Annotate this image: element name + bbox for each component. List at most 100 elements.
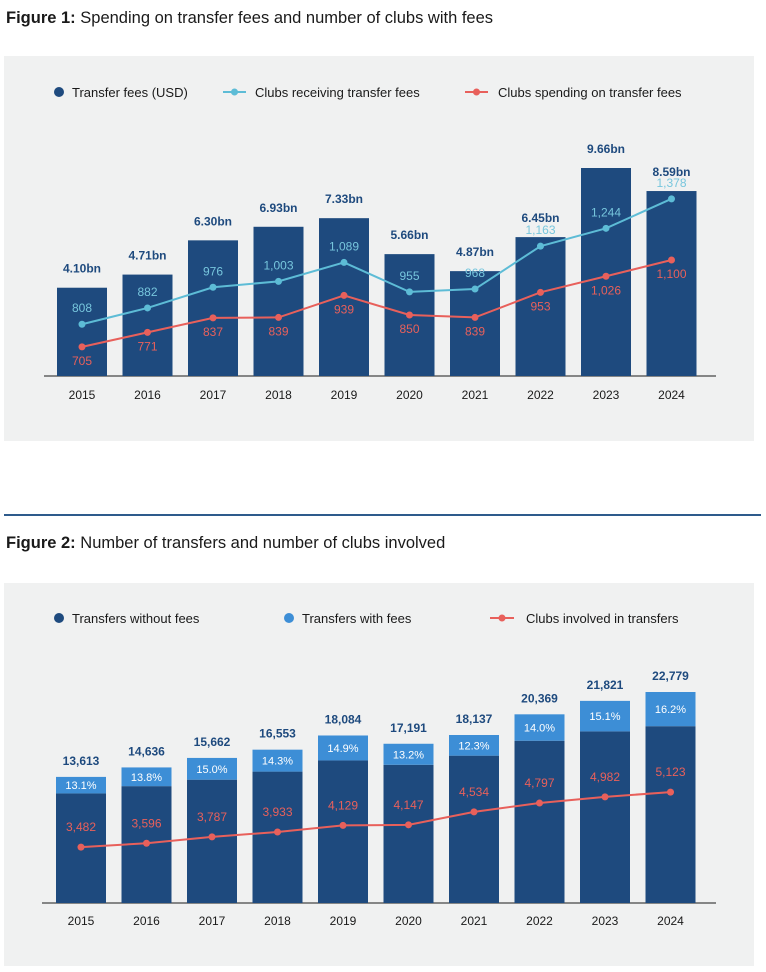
bar-transfers-with-fees: [56, 776, 106, 794]
total-transfers-label: 20,369: [521, 691, 558, 705]
point-clubs-spending: [78, 343, 86, 351]
bar-transfers-without-fees: [252, 771, 303, 903]
point-clubs-receiving: [144, 304, 151, 312]
x-tick-label: 2021: [462, 388, 489, 402]
legend-receiving-dot: [231, 88, 238, 96]
legend-transfers-without-fees: Transfers without fees: [72, 611, 200, 626]
figure2-chart-panel: Transfers without fees Transfers with fe…: [4, 583, 754, 966]
point-clubs-involved: [470, 808, 478, 816]
legend-without-swatch: [54, 613, 64, 623]
point-clubs-receiving: [602, 224, 610, 232]
share-with-fees-label: 13.8%: [131, 772, 162, 784]
data-label-clubs-involved: 4,982: [590, 770, 620, 784]
figure2-chart: Transfers without fees Transfers with fe…: [42, 611, 716, 928]
legend-transfers-with-fees: Transfers with fees: [302, 611, 412, 626]
data-label-clubs-receiving: 1,003: [263, 258, 293, 272]
data-label-clubs-spending: 839: [268, 324, 288, 338]
x-tick-label: 2019: [330, 914, 357, 928]
point-clubs-spending: [537, 288, 544, 296]
bar-transfer-fees: [646, 191, 697, 376]
point-clubs-spending: [602, 272, 610, 280]
total-transfers-label: 17,191: [390, 721, 427, 735]
data-label-clubs-involved: 5,123: [655, 765, 685, 779]
point-clubs-spending: [340, 291, 348, 299]
x-tick-label: 2017: [199, 914, 226, 928]
figure1-legend: Transfer fees (USD) Clubs receiving tran…: [54, 85, 682, 100]
x-tick-label: 2018: [265, 388, 292, 402]
bar-transfers-with-fees: [449, 734, 499, 756]
x-tick-label: 2024: [657, 914, 684, 928]
bar-transfers-without-fees: [449, 755, 499, 903]
figure2-marks: 13.1% 13,613 2015 13.8% 14,636 2016 15.0% 15,66…: [42, 669, 716, 928]
share-with-fees-label: 16.2%: [655, 704, 686, 716]
data-label-clubs-involved: 3,596: [131, 816, 161, 830]
legend-clubs-receiving: Clubs receiving transfer fees: [255, 85, 420, 100]
section-divider: [4, 514, 761, 516]
bar-value-label: 4.10bn: [63, 262, 101, 276]
bar-transfer-fees: [57, 287, 107, 376]
bar-transfers-without-fees: [318, 760, 368, 903]
point-clubs-receiving: [406, 288, 413, 296]
share-with-fees-label: 12.3%: [458, 740, 489, 752]
point-clubs-spending: [406, 311, 413, 319]
point-clubs-receiving: [78, 320, 86, 328]
bar-transfers-with-fees: [580, 700, 630, 732]
figure1-chart-panel: Transfer fees (USD) Clubs receiving tran…: [4, 56, 754, 441]
bar-transfers-with-fees: [645, 692, 696, 727]
data-label-clubs-receiving: 1,244: [591, 205, 621, 219]
data-label-clubs-receiving: 1,089: [329, 239, 359, 253]
data-label-clubs-spending: 837: [203, 325, 223, 339]
legend-clubs-dot: [498, 614, 506, 622]
figure1-title: Figure 1: Spending on transfer fees and …: [6, 9, 494, 27]
total-transfers-label: 18,084: [325, 712, 362, 726]
data-label-clubs-spending: 1,026: [591, 283, 621, 297]
data-label-clubs-involved: 3,933: [262, 805, 292, 819]
bar-value-label: 5.66bn: [390, 228, 428, 242]
bar-transfers-with-fees: [187, 757, 237, 780]
x-tick-label: 2016: [134, 388, 161, 402]
figure2-title: Figure 2: Number of transfers and number…: [6, 534, 446, 552]
data-label-clubs-involved: 3,787: [197, 810, 227, 824]
bar-transfer-fees: [515, 237, 566, 376]
data-label-clubs-receiving: 882: [137, 285, 157, 299]
bar-value-label: 6.30bn: [194, 214, 232, 228]
x-tick-label: 2020: [396, 388, 423, 402]
figure1-marks: 4.10bn 2015 4.71bn 2016 6.30bn 2017 6.93bn 2018…: [44, 142, 716, 402]
bar-transfer-fees: [122, 274, 173, 376]
data-label-clubs-involved: 4,147: [393, 798, 423, 812]
legend-bar-swatch: [54, 87, 64, 97]
legend-spending-dot: [473, 88, 480, 96]
bar-transfer-fees: [253, 226, 304, 376]
point-clubs-spending: [209, 314, 217, 322]
total-transfers-label: 18,137: [456, 712, 493, 726]
share-with-fees-label: 14.9%: [327, 743, 358, 755]
total-transfers-label: 15,662: [194, 735, 231, 749]
point-clubs-receiving: [471, 285, 479, 293]
bar-transfers-with-fees: [514, 714, 565, 741]
figure2-legend: Transfers without fees Transfers with fe…: [54, 611, 679, 626]
data-label-clubs-spending: 771: [137, 339, 157, 353]
data-label-clubs-spending: 939: [334, 302, 354, 316]
data-label-clubs-receiving: 968: [465, 266, 485, 280]
point-clubs-involved: [339, 821, 347, 829]
data-label-clubs-spending: 953: [530, 299, 550, 313]
point-clubs-involved: [405, 821, 412, 829]
data-label-clubs-involved: 3,482: [66, 820, 96, 834]
legend-transfer-fees: Transfer fees (USD): [72, 85, 188, 100]
bar-value-label: 6.93bn: [259, 201, 297, 215]
point-clubs-spending: [144, 328, 151, 336]
point-clubs-involved: [536, 799, 543, 807]
line-clubs-receiving: [81, 197, 672, 326]
point-clubs-involved: [143, 839, 150, 847]
point-clubs-spending: [471, 313, 479, 321]
point-clubs-involved: [601, 793, 609, 801]
point-clubs-receiving: [209, 283, 217, 291]
bar-transfers-without-fees: [383, 764, 434, 903]
line-clubs-spending: [81, 259, 672, 348]
total-transfers-label: 22,779: [652, 669, 689, 683]
bar-transfers-without-fees: [514, 740, 565, 903]
point-clubs-involved: [208, 833, 216, 841]
data-label-clubs-involved: 4,534: [459, 785, 489, 799]
point-clubs-receiving: [340, 258, 348, 266]
point-clubs-spending: [668, 256, 675, 264]
